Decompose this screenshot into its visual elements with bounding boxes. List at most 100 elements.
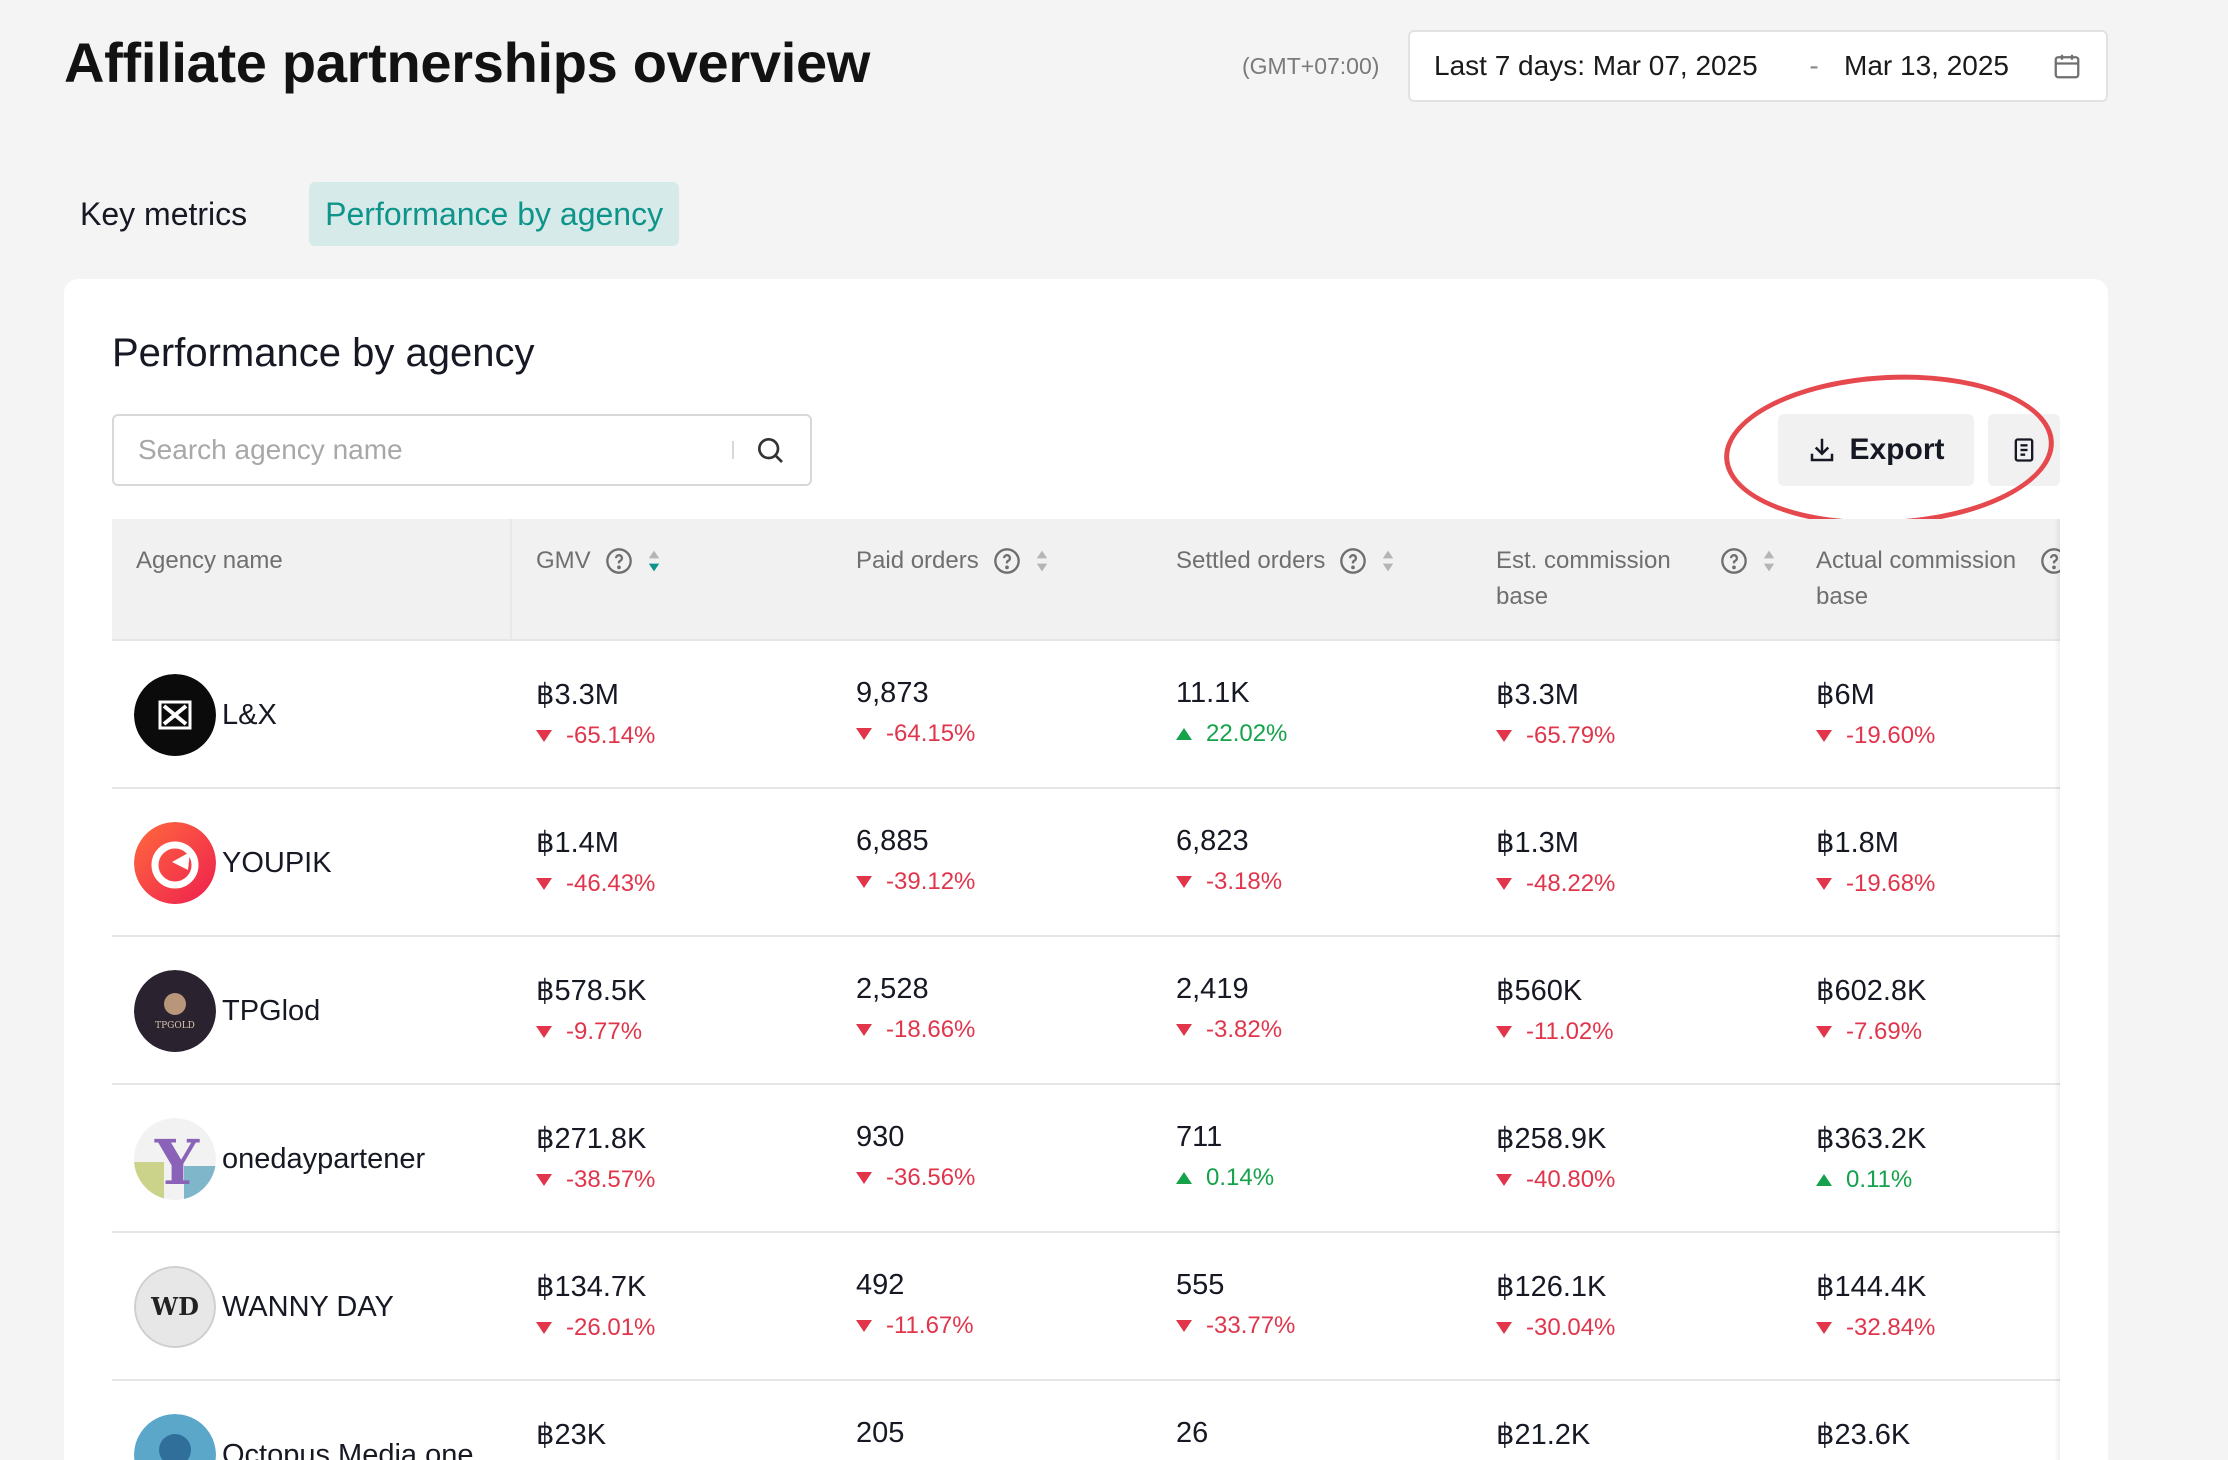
agency-name[interactable]: TPGlod: [222, 994, 321, 1027]
performance-card: Performance by agency Export Agency name: [64, 279, 2108, 1460]
cell-est: ฿1.3M -48.22%: [1496, 825, 1615, 898]
metric-value: ฿1.3M: [1496, 827, 1579, 859]
metric-value: 711: [1176, 1121, 1223, 1153]
col-header-gmv[interactable]: GMV: [536, 543, 661, 579]
metric-delta: 0.11%: [1816, 1166, 1926, 1194]
metric-delta: -65.79%: [1496, 722, 1615, 750]
cell-actual: ฿363.2K 0.11%: [1816, 1121, 1926, 1194]
sort-icon[interactable]: [1035, 548, 1049, 574]
column-settings-button[interactable]: [1988, 414, 2060, 486]
table-row[interactable]: YOUPIK ฿1.4M -46.43% 6,885 -39.12% 6,823 -3.18…: [112, 787, 2060, 935]
trend-down-icon: [1176, 876, 1192, 888]
trend-down-icon: [1496, 1322, 1512, 1334]
col-header-paid-orders[interactable]: Paid orders: [856, 543, 1049, 579]
delta-value: -19.60%: [1846, 722, 1936, 749]
date-end[interactable]: Mar 13, 2025: [1844, 50, 2009, 81]
help-icon[interactable]: [1720, 547, 1748, 575]
agency-name[interactable]: onedaypartener: [222, 1142, 426, 1175]
metric-delta: -11.67%: [856, 1312, 974, 1340]
cell-settled: 2,419 -3.82%: [1176, 973, 1282, 1044]
delta-value: -33.77%: [1206, 1312, 1296, 1339]
metric-delta: -33.77%: [1176, 1312, 1295, 1340]
metric-delta: -7.69%: [1816, 1018, 1926, 1046]
trend-down-icon: [856, 1024, 872, 1036]
help-icon[interactable]: [2040, 547, 2060, 575]
cell-actual: ฿23.6K: [1816, 1417, 1910, 1452]
agency-name[interactable]: YOUPIK: [222, 846, 332, 879]
col-header-est-commission-base[interactable]: Est. commission base: [1496, 543, 1776, 615]
agency-cell[interactable]: TPGOLD TPGlod: [134, 937, 320, 1085]
metric-value: ฿1.4M: [536, 827, 619, 859]
delta-value: -48.22%: [1526, 870, 1616, 897]
agency-cell[interactable]: YOUPIK: [134, 789, 332, 937]
metric-value: 11.1K: [1176, 677, 1250, 709]
trend-down-icon: [1176, 1024, 1192, 1036]
table-row[interactable]: Octopus Media one ฿23K 205 26 ฿21.2K ฿23.6K: [112, 1379, 2060, 1460]
trend-down-icon: [1816, 730, 1832, 742]
tab-key-metrics[interactable]: Key metrics: [80, 196, 248, 232]
sort-icon[interactable]: [1381, 548, 1395, 574]
delta-value: 22.02%: [1206, 720, 1288, 747]
cell-gmv: ฿134.7K -26.01%: [536, 1269, 655, 1342]
agency-name[interactable]: L&X: [222, 698, 277, 731]
metric-value: 9,873: [856, 677, 929, 709]
agency-cell[interactable]: Octopus Media one: [134, 1381, 473, 1460]
cell-gmv: ฿578.5K -9.77%: [536, 973, 646, 1046]
search-box[interactable]: [112, 414, 812, 486]
cell-gmv: ฿271.8K -38.57%: [536, 1121, 655, 1194]
metric-value: 26: [1176, 1417, 1209, 1449]
cell-gmv: ฿3.3M -65.14%: [536, 677, 655, 750]
cell-est: ฿560K -11.02%: [1496, 973, 1614, 1046]
metric-value: ฿560K: [1496, 975, 1583, 1007]
agency-name[interactable]: Octopus Media one: [222, 1438, 474, 1460]
delta-value: -11.02%: [1526, 1018, 1614, 1045]
metric-value: ฿578.5K: [536, 975, 647, 1007]
tab-performance-by-agency[interactable]: Performance by agency: [309, 182, 680, 246]
cell-actual: ฿602.8K -7.69%: [1816, 973, 1926, 1046]
table-row[interactable]: L&X ฿3.3M -65.14% 9,873 -64.15% 11.1K 22.02% ฿3…: [112, 639, 2060, 787]
agency-cell[interactable]: WD WANNY DAY: [134, 1233, 394, 1381]
metric-delta: -19.60%: [1816, 722, 1935, 750]
help-icon[interactable]: [605, 547, 633, 575]
search-icon[interactable]: [754, 434, 786, 466]
help-icon[interactable]: [993, 547, 1021, 575]
table-row[interactable]: WD WANNY DAY ฿134.7K -26.01% 492 -11.67% 555 -3…: [112, 1231, 2060, 1379]
metric-value: ฿363.2K: [1816, 1123, 1927, 1155]
timezone-label: (GMT+07:00): [1242, 53, 1380, 79]
table-row[interactable]: TPGOLD TPGlod ฿578.5K -9.77% 2,528 -18.66% 2,4…: [112, 935, 2060, 1083]
metric-delta: -3.18%: [1176, 868, 1282, 896]
metric-value: 2,419: [1176, 973, 1249, 1005]
trend-down-icon: [536, 1026, 552, 1038]
trend-down-icon: [856, 1320, 872, 1332]
calendar-icon[interactable]: [2052, 51, 2082, 81]
metric-delta: -40.80%: [1496, 1166, 1615, 1194]
sort-icon[interactable]: [647, 548, 661, 574]
export-button[interactable]: Export: [1778, 414, 1974, 486]
delta-value: 0.11%: [1846, 1166, 1913, 1193]
col-header-settled-orders[interactable]: Settled orders: [1176, 543, 1395, 579]
delta-value: -32.84%: [1846, 1314, 1936, 1341]
delta-value: -19.68%: [1846, 870, 1936, 897]
agency-cell[interactable]: L&X: [134, 641, 277, 789]
metric-delta: -36.56%: [856, 1164, 975, 1192]
date-range-picker[interactable]: Last 7 days: Mar 07, 2025 - Mar 13, 2025: [1408, 30, 2108, 102]
date-start[interactable]: Last 7 days: Mar 07, 2025: [1434, 50, 1758, 81]
agency-name[interactable]: WANNY DAY: [222, 1290, 394, 1323]
cell-settled: 26: [1176, 1417, 1208, 1450]
metric-delta: 22.02%: [1176, 720, 1287, 748]
delta-value: -9.77%: [566, 1018, 643, 1045]
sort-icon[interactable]: [1762, 548, 1776, 574]
trend-down-icon: [1816, 878, 1832, 890]
cell-paid: 930 -36.56%: [856, 1121, 975, 1192]
metric-delta: -9.77%: [536, 1018, 646, 1046]
col-header-actual-commission-base[interactable]: Actual commission base: [1816, 543, 2060, 615]
metric-delta: -3.82%: [1176, 1016, 1282, 1044]
help-icon[interactable]: [1339, 547, 1367, 575]
metric-delta: -32.84%: [1816, 1314, 1935, 1342]
delta-value: -38.57%: [566, 1166, 656, 1193]
agency-avatar: [134, 1414, 216, 1460]
search-input[interactable]: [138, 434, 732, 466]
delta-value: -65.79%: [1526, 722, 1616, 749]
